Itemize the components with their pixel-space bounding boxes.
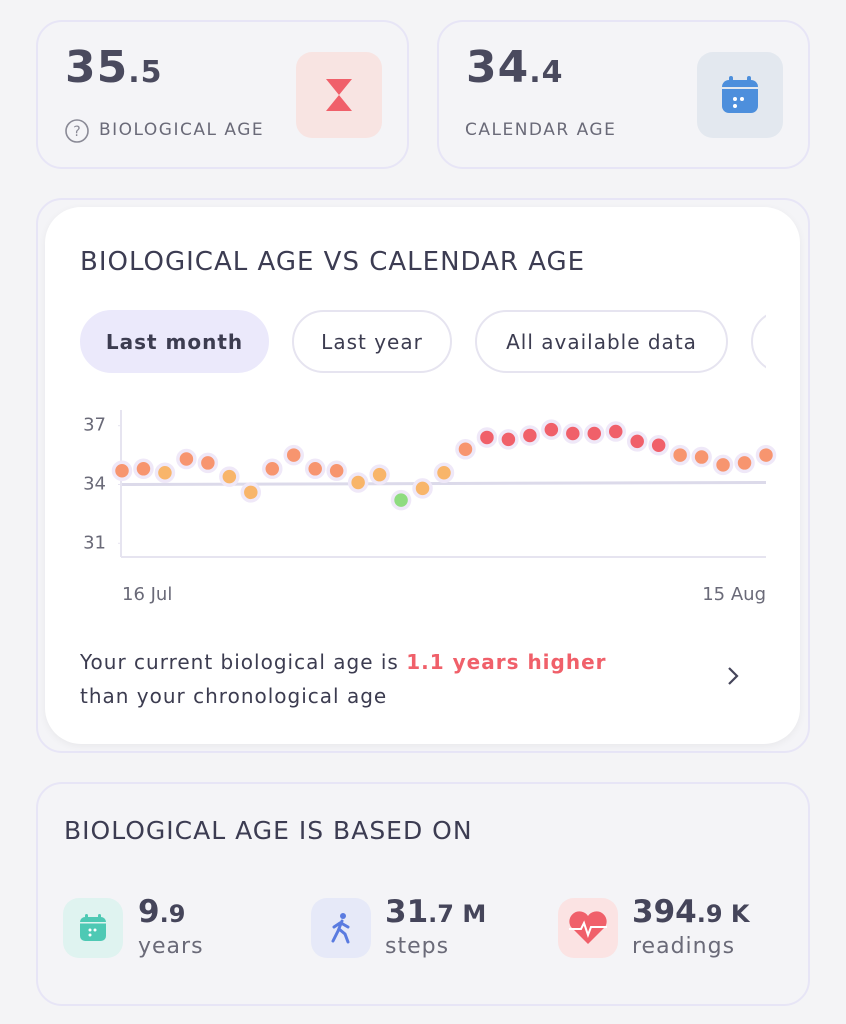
- dot: [197, 452, 219, 474]
- dot: [390, 489, 412, 511]
- filter-pill-partial[interactable]: [751, 310, 766, 373]
- filter-pill[interactable]: All available data: [475, 310, 728, 373]
- filter-bar: Last month Last year All available data: [80, 310, 766, 376]
- chart: 31 34 37 16 Jul 15 Aug: [83, 410, 777, 605]
- dot: [712, 454, 734, 476]
- dot: [262, 458, 283, 480]
- steps-icon: [311, 898, 371, 958]
- dot: [369, 464, 390, 485]
- calendar-age-card: 34.4 CALENDAR AGE: [437, 20, 810, 169]
- dot: [498, 429, 519, 450]
- calendar-icon: [697, 52, 783, 138]
- dot: [734, 452, 755, 474]
- summary-highlight: 1.1 years higher: [406, 650, 607, 674]
- item-unit: readings: [632, 934, 736, 959]
- dot: [519, 425, 541, 446]
- value-int: 31: [385, 894, 429, 930]
- based-on-card: BIOLOGICAL AGE IS BASED ON 9.9 years 31.…: [36, 782, 810, 1006]
- chart-title: BIOLOGICAL AGE VS CALENDAR AGE: [80, 247, 586, 277]
- dot: [347, 472, 369, 493]
- value-frac: .7 M: [428, 900, 487, 928]
- dot: [326, 460, 347, 482]
- summary-text: Your current biological age is: [80, 650, 399, 674]
- filter-pill[interactable]: Last month: [80, 310, 269, 373]
- dot: [648, 435, 669, 456]
- chevron[interactable]: [723, 665, 743, 687]
- value-frac: .9 K: [696, 900, 750, 928]
- hourglass-icon: [296, 52, 382, 138]
- value-int: 394: [632, 894, 697, 930]
- value-int: 9: [138, 894, 160, 930]
- bio-age-label: BIOLOGICAL AGE: [99, 120, 265, 140]
- value-int: 35: [65, 42, 129, 93]
- bio-age-card: 35.5 ? BIOLOGICAL AGE: [36, 20, 409, 169]
- value-frac: .9: [159, 900, 186, 928]
- dot: [562, 423, 584, 444]
- svg-text:?: ?: [73, 124, 80, 140]
- dot: [605, 421, 626, 442]
- filter-pill[interactable]: Last year: [292, 310, 452, 373]
- dot: [240, 482, 262, 503]
- summary[interactable]: Your current biological age is 1.1 years…: [80, 645, 680, 713]
- y-tick-label: 34: [83, 473, 106, 494]
- value-int: 34: [466, 42, 530, 93]
- item-unit: steps: [385, 934, 450, 959]
- dot: [304, 458, 326, 480]
- summary-text: than your chronological age: [80, 684, 388, 708]
- dot: [626, 431, 648, 452]
- dot: [219, 466, 240, 487]
- value-frac: .5: [128, 55, 163, 90]
- y-tick-label: 37: [83, 415, 106, 436]
- bio-age-value: 35.5: [65, 42, 163, 93]
- x-tick-label: 16 Jul: [122, 584, 172, 605]
- dot: [111, 460, 133, 482]
- dot: [669, 444, 691, 466]
- dot: [433, 462, 455, 483]
- item-value: 394.9 K: [632, 894, 750, 930]
- dot: [154, 462, 176, 483]
- x-tick-label: 15 Aug: [702, 584, 766, 605]
- calendar-icon: [63, 898, 123, 958]
- dot: [476, 427, 498, 448]
- dot: [755, 444, 777, 466]
- item-value: 9.9: [138, 894, 185, 930]
- based-on-title: BIOLOGICAL AGE IS BASED ON: [64, 816, 473, 845]
- dot: [541, 419, 562, 440]
- y-tick-label: 31: [83, 532, 106, 553]
- item-unit: years: [138, 934, 204, 959]
- calendar-age-label: CALENDAR AGE: [465, 120, 617, 140]
- dot: [412, 478, 433, 499]
- value-frac: .4: [529, 55, 564, 90]
- dot: [584, 423, 605, 444]
- dot: [691, 446, 712, 468]
- dot: [455, 438, 476, 460]
- help-icon[interactable]: ?: [64, 118, 90, 144]
- dot: [176, 448, 197, 470]
- dot: [283, 444, 304, 466]
- dot: [133, 458, 154, 480]
- item-value: 31.7 M: [385, 894, 486, 930]
- heart-icon: [558, 898, 618, 958]
- calendar-age-value: 34.4: [466, 42, 564, 93]
